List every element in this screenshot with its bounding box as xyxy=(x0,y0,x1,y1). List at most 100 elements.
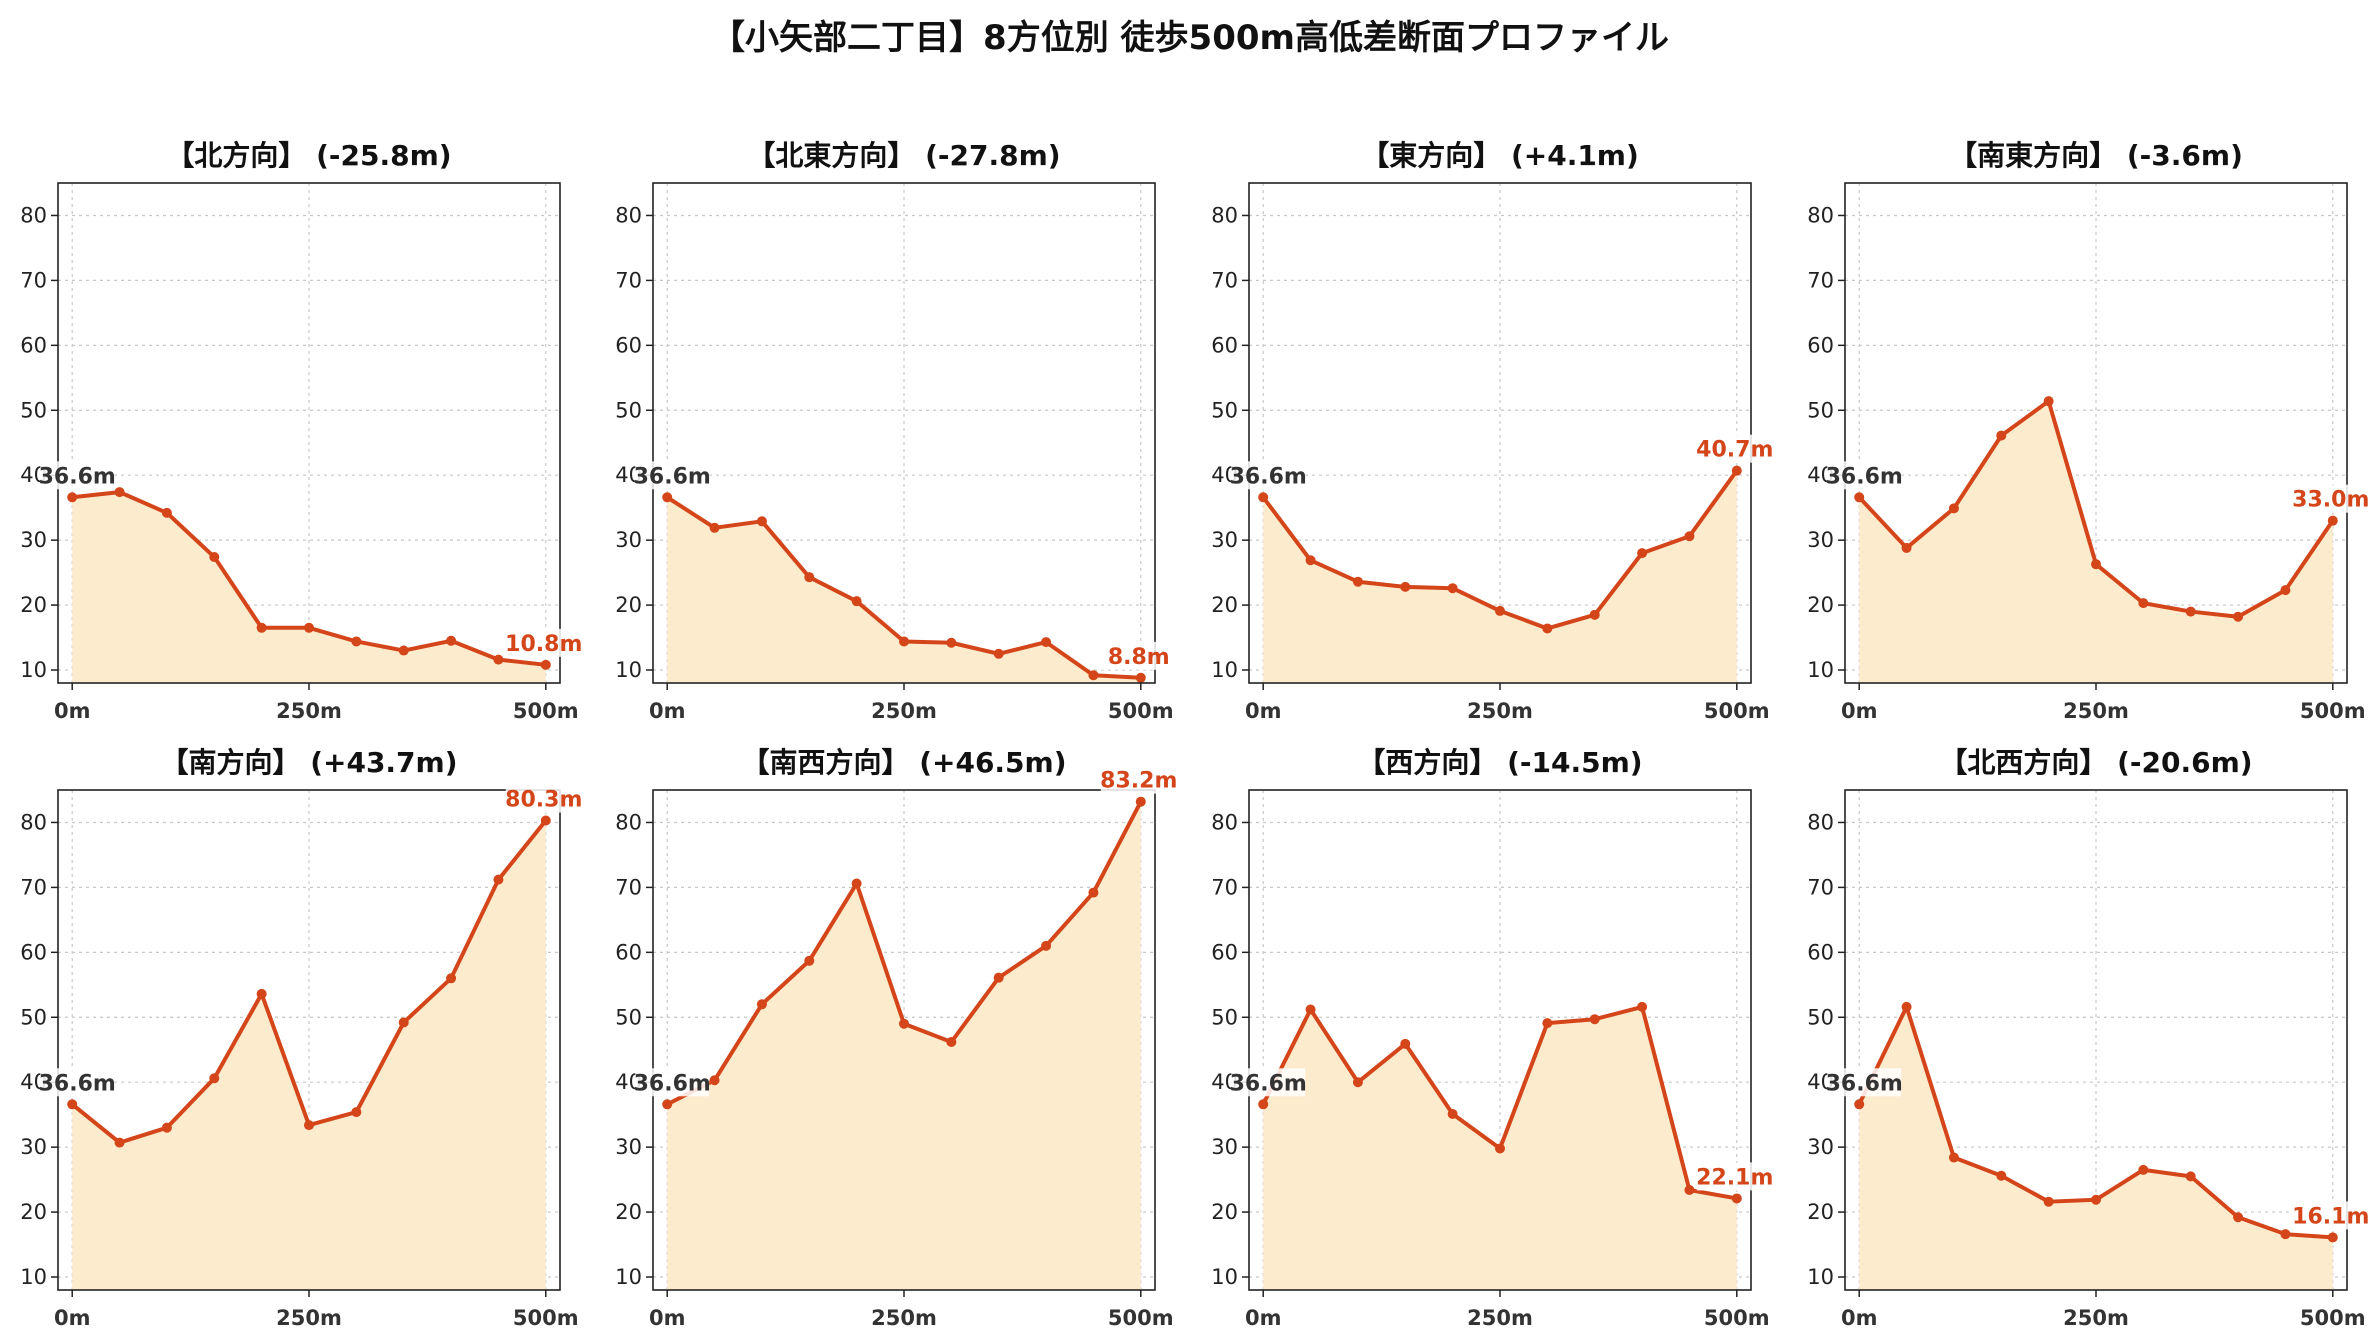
start-label-bg xyxy=(635,1068,710,1097)
y-tick-label: 20 xyxy=(1807,1200,1834,1224)
data-point xyxy=(2043,396,2054,407)
y-tick-label: 10 xyxy=(615,1265,642,1289)
y-tick-label: 70 xyxy=(1807,268,1834,292)
start-label-bg xyxy=(635,461,710,490)
y-tick-label: 20 xyxy=(1211,1200,1238,1224)
elevation-area xyxy=(1263,470,1737,683)
start-label-bg xyxy=(1827,1068,1902,1097)
y-tick-label: 50 xyxy=(615,398,642,422)
start-elevation-label: 36.6m xyxy=(39,464,116,489)
y-tick-label: 60 xyxy=(20,333,47,357)
y-tick-label: 30 xyxy=(20,528,47,552)
data-point xyxy=(540,659,551,670)
data-point xyxy=(209,1073,220,1084)
y-tick-label: 80 xyxy=(20,203,47,227)
end-label-bg xyxy=(1100,641,1179,670)
x-tick-label: 0m xyxy=(1841,699,1878,723)
y-tick-label: 70 xyxy=(20,268,47,292)
data-point xyxy=(1041,637,1052,648)
x-tick-label: 500m xyxy=(2300,1306,2366,1330)
y-tick-label: 80 xyxy=(615,810,642,834)
x-tick-label: 0m xyxy=(1245,699,1282,723)
data-point xyxy=(209,552,220,563)
data-point xyxy=(1948,1152,1959,1163)
end-label-bg xyxy=(2292,484,2371,513)
data-point xyxy=(899,636,909,647)
data-point xyxy=(446,973,457,984)
data-point xyxy=(114,1137,125,1148)
data-point xyxy=(1731,1193,1742,1204)
y-tick-label: 50 xyxy=(1807,1005,1834,1029)
y-tick-label: 30 xyxy=(1211,1135,1238,1159)
data-point xyxy=(1589,609,1600,620)
data-point xyxy=(2280,585,2291,596)
x-tick-label: 500m xyxy=(513,699,579,723)
data-point xyxy=(398,645,409,656)
y-tick-label: 10 xyxy=(615,658,642,682)
end-label-bg xyxy=(505,628,584,657)
data-point xyxy=(1135,672,1146,683)
data-point xyxy=(709,1075,720,1086)
data-point xyxy=(993,972,1004,983)
x-tick-label: 0m xyxy=(54,1306,91,1330)
data-point xyxy=(1637,1001,1648,1012)
y-tick-label: 80 xyxy=(1211,203,1238,227)
start-elevation-label: 36.6m xyxy=(39,1071,116,1096)
x-tick-label: 250m xyxy=(276,699,342,723)
data-point xyxy=(1400,1038,1411,1049)
y-tick-label: 80 xyxy=(1211,810,1238,834)
panel-title: 【西方向】 (-14.5m) xyxy=(1357,746,1642,779)
x-tick-label: 500m xyxy=(2300,699,2366,723)
x-tick-label: 250m xyxy=(871,1306,937,1330)
data-point xyxy=(1684,531,1695,542)
data-point xyxy=(1542,623,1553,634)
end-label-bg xyxy=(505,784,584,813)
y-tick-label: 60 xyxy=(1211,333,1238,357)
data-point xyxy=(1901,542,1912,553)
elevation-area xyxy=(667,497,1141,683)
data-point xyxy=(1731,465,1742,476)
data-point xyxy=(1996,430,2007,441)
y-tick-label: 20 xyxy=(1211,593,1238,617)
y-tick-label: 70 xyxy=(615,875,642,899)
data-point xyxy=(1901,1001,1912,1012)
x-tick-label: 0m xyxy=(1245,1306,1282,1330)
end-elevation-label: 80.3m xyxy=(505,788,582,813)
y-tick-label: 50 xyxy=(1807,398,1834,422)
y-tick-label: 20 xyxy=(1807,593,1834,617)
x-tick-label: 0m xyxy=(649,1306,686,1330)
data-point xyxy=(1258,1099,1269,1110)
end-elevation-label: 16.1m xyxy=(2292,1204,2369,1229)
data-point xyxy=(161,507,172,518)
y-tick-label: 30 xyxy=(615,1135,642,1159)
end-label-bg xyxy=(1696,434,1775,463)
panel-title: 【東方向】 (+4.1m) xyxy=(1361,139,1639,172)
elevation-area xyxy=(72,820,546,1290)
x-tick-label: 500m xyxy=(1704,699,1770,723)
data-point xyxy=(1088,887,1099,898)
end-elevation-label: 33.0m xyxy=(2292,488,2369,513)
data-point xyxy=(899,1018,909,1029)
data-point xyxy=(1589,1014,1600,1025)
x-tick-label: 500m xyxy=(513,1306,579,1330)
data-point xyxy=(1948,503,1959,514)
elevation-area xyxy=(1859,401,2333,683)
y-tick-label: 10 xyxy=(1807,658,1834,682)
panel-title: 【北東方向】 (-27.8m) xyxy=(747,139,1060,172)
x-tick-label: 250m xyxy=(1467,1306,1533,1330)
start-elevation-label: 36.6m xyxy=(1826,1071,1903,1096)
x-tick-label: 500m xyxy=(1704,1306,1770,1330)
x-tick-label: 0m xyxy=(1841,1306,1878,1330)
y-tick-label: 30 xyxy=(1807,1135,1834,1159)
panel-title: 【南方向】 (+43.7m) xyxy=(160,746,457,779)
data-point xyxy=(2138,598,2149,609)
y-tick-label: 10 xyxy=(20,1265,47,1289)
y-tick-label: 60 xyxy=(20,940,47,964)
